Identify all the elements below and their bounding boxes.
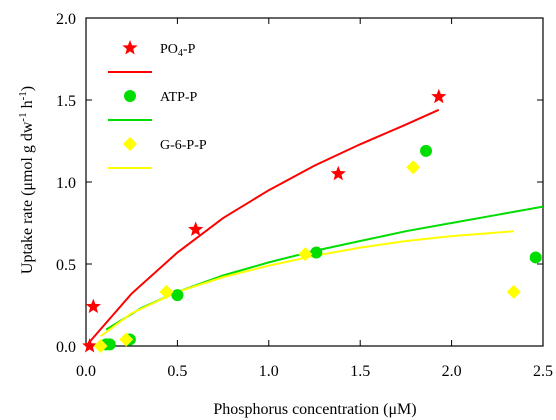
data-point-po4-p (85, 298, 101, 314)
legend-label-atp-p: ATP-P (160, 90, 198, 105)
x-tick-label: 2.0 (442, 363, 462, 380)
data-point-atp-p (103, 338, 116, 351)
data-point-g-6-p-p (406, 160, 421, 175)
data-point-g-6-p-p (119, 332, 134, 347)
x-tick-label: 0.0 (76, 363, 96, 380)
fit-curve-atp-p (105, 205, 544, 331)
fit-curve-po4-p (85, 108, 440, 347)
data-point-po4-p (188, 221, 204, 237)
data-point-po4-p (431, 88, 447, 104)
data-point-po4-p (330, 165, 346, 181)
legend-marker-g-6-p-p (123, 137, 137, 151)
data-point-g-6-p-p (93, 339, 108, 353)
x-tick-label: 0.5 (167, 363, 187, 380)
y-tick-label: 1.5 (56, 93, 76, 110)
y-tick-label: 0.0 (56, 339, 76, 356)
data-point-atp-p (420, 144, 433, 157)
data-point-atp-p (310, 246, 323, 259)
data-point-g-6-p-p (298, 247, 313, 262)
y-tick-label: 0.5 (56, 257, 76, 274)
legend-marker-atp-p (124, 90, 136, 102)
legend: PO4-P ATP-P G-6-P-P (108, 40, 207, 169)
legend-marker-po4-p (122, 40, 138, 55)
y-tick-label: 1.0 (56, 175, 76, 192)
x-axis-label: Phosphorus concentration (μM) (213, 401, 416, 418)
x-tick-label: 1.0 (259, 363, 279, 380)
data-point-atp-p (171, 289, 184, 302)
legend-label-g-6-p-p: G-6-P-P (160, 138, 207, 153)
legend-label-po4-p: PO4-P (160, 42, 196, 59)
y-tick-label: 2.0 (56, 11, 76, 28)
x-tick-label: 2.5 (533, 363, 553, 380)
plot-frame (85, 17, 544, 347)
data-point-g-6-p-p (159, 284, 174, 299)
fit-curve-g-6-p-p (100, 230, 514, 337)
y-axis-label: Uptake rate (μmol g dw-1 h-1) (17, 86, 36, 274)
data-point-atp-p (529, 251, 542, 264)
data-point-g-6-p-p (506, 284, 521, 299)
x-tick-label: 1.5 (350, 363, 370, 380)
data-point-po4-p (82, 338, 98, 353)
